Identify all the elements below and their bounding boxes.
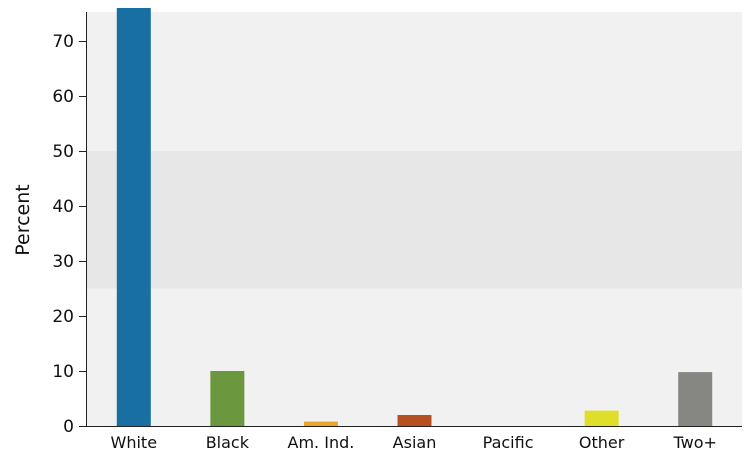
bar-white[interactable] [116,8,151,426]
bar-asian[interactable] [397,415,432,426]
bar-two[interactable] [678,372,713,426]
x-category-label: Two+ [673,433,717,452]
bar-am-ind[interactable] [303,421,338,426]
x-category-label: Black [206,433,250,452]
y-ticks-group: 0 10 20 30 40 50 60 70 [52,32,87,437]
bar-black[interactable] [210,371,245,426]
x-category-label: Pacific [483,433,534,452]
y-axis-title: Percent [12,184,34,256]
y-tick-label: 70 [52,32,74,52]
bar-other[interactable] [584,410,619,426]
x-category-label: White [111,433,158,452]
x-category-label: Am. Ind. [288,433,355,452]
bars-group [116,8,713,426]
y-tick-label: 50 [52,142,74,162]
y-tick-label: 0 [63,417,74,437]
y-tick-label: 30 [52,252,74,272]
x-labels-group: White Black Am. Ind. Asian Pacific Other Two+ [111,433,717,452]
y-tick-label: 40 [52,197,74,217]
x-category-label: Other [579,433,625,452]
x-category-label: Asian [393,433,437,452]
y-tick-label: 10 [52,362,74,382]
highlight-band [87,151,742,289]
y-tick-label: 20 [52,307,74,327]
y-tick-label: 60 [52,87,74,107]
